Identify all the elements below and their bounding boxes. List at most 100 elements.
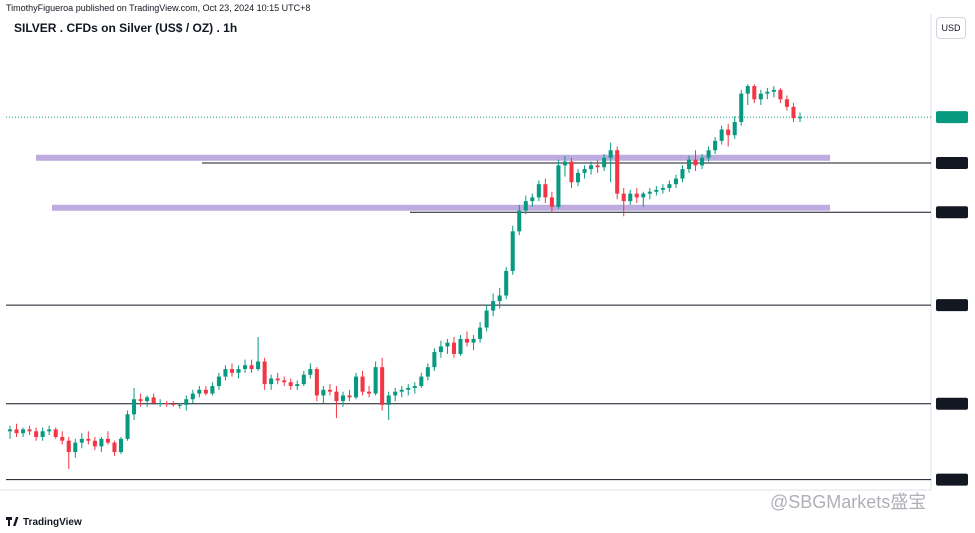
candle-body — [504, 270, 509, 296]
candle-body — [92, 440, 97, 447]
candle-body — [118, 438, 124, 453]
candle-body — [595, 165, 600, 168]
candle — [249, 359, 254, 373]
candle — [327, 384, 332, 396]
candle — [60, 431, 65, 445]
level-price-tag — [936, 299, 968, 312]
candle-body — [686, 159, 692, 170]
candle-body — [608, 150, 613, 158]
candle — [575, 169, 581, 187]
grid-lines — [0, 14, 932, 491]
candle — [216, 372, 221, 390]
candle-body — [791, 106, 796, 119]
candle-body — [223, 369, 228, 377]
candle — [471, 335, 476, 351]
candle-body — [575, 172, 581, 183]
candle — [660, 184, 665, 194]
candle — [151, 393, 156, 405]
candle-body — [713, 140, 718, 151]
candle — [386, 391, 391, 420]
candle-body — [667, 184, 672, 188]
candle-body — [269, 378, 274, 385]
candle — [275, 372, 280, 385]
candle-body — [125, 414, 130, 439]
candle-body — [295, 384, 300, 387]
candle — [484, 304, 489, 332]
candle-body — [138, 399, 143, 402]
candle-body — [556, 165, 561, 207]
candle-body — [451, 342, 456, 354]
candle — [321, 386, 326, 404]
candle-body — [589, 165, 594, 170]
candle — [445, 338, 450, 354]
currency-button[interactable]: USD — [936, 17, 966, 39]
candle-body — [99, 438, 104, 447]
level-price-tag — [936, 206, 968, 219]
candle — [438, 340, 443, 358]
candle-body — [40, 431, 45, 437]
candle-body — [784, 99, 789, 107]
candle — [79, 433, 84, 449]
candle-body — [771, 89, 776, 92]
candle-body — [406, 387, 411, 390]
candle-body — [243, 365, 248, 370]
candle-body — [758, 93, 763, 100]
candle — [713, 137, 718, 155]
candle — [301, 370, 306, 387]
candle — [432, 348, 437, 371]
candle — [673, 174, 678, 188]
candle-body — [432, 352, 437, 368]
candle — [229, 363, 235, 377]
level-price-tag — [936, 397, 968, 410]
candle-body — [275, 378, 280, 381]
candle-body — [438, 346, 443, 353]
candle — [523, 195, 528, 215]
candle — [556, 159, 561, 209]
tradingview-footer[interactable]: TradingView — [6, 517, 82, 528]
candle — [621, 187, 626, 217]
candle — [190, 389, 195, 404]
candle-body — [53, 429, 58, 437]
candle-body — [471, 338, 476, 343]
candle — [797, 112, 803, 122]
candle-body — [393, 391, 398, 396]
candle — [419, 372, 424, 388]
candle — [262, 357, 267, 390]
candle — [53, 427, 58, 439]
candle — [360, 370, 365, 396]
candle-body — [641, 193, 646, 198]
candle-body — [673, 178, 678, 185]
candle — [295, 380, 300, 390]
candle — [778, 87, 783, 104]
candle — [118, 436, 124, 454]
candle-body — [478, 327, 483, 339]
candle — [608, 142, 613, 183]
candle — [105, 431, 110, 445]
candle — [752, 84, 757, 104]
candle-body — [171, 403, 176, 405]
candle — [373, 361, 378, 396]
candle-body — [21, 429, 26, 434]
candle — [197, 386, 202, 398]
candle-body — [745, 86, 750, 94]
candle-body — [549, 197, 554, 207]
candle — [354, 372, 359, 400]
candle-body — [14, 429, 19, 434]
candle — [399, 386, 404, 398]
candle — [589, 161, 594, 175]
candle-body — [216, 376, 221, 387]
chart-title[interactable]: SILVER . CFDs on Silver (US$ / OZ) . 1h — [14, 21, 238, 35]
candle — [549, 191, 554, 213]
candle-body — [797, 117, 803, 119]
candle — [641, 191, 646, 207]
candle — [693, 150, 698, 171]
last-price-tag — [936, 111, 968, 124]
candle-body — [132, 399, 137, 415]
candle — [203, 386, 208, 396]
candle — [536, 180, 541, 202]
candle — [7, 425, 13, 439]
candle-body — [680, 169, 685, 179]
candle-body — [79, 438, 84, 443]
candle-body — [419, 376, 424, 387]
